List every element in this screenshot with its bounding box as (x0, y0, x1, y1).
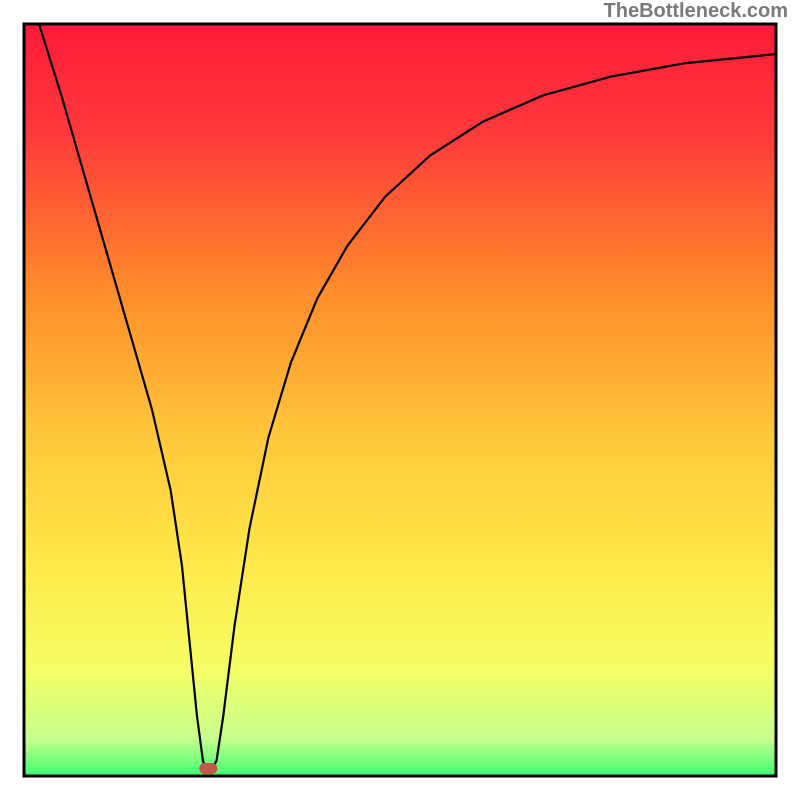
gradient-background (24, 24, 776, 776)
chart-container: TheBottleneck.com (0, 0, 800, 800)
bottleneck-chart-svg (0, 0, 800, 800)
optimal-point-marker (199, 763, 217, 774)
